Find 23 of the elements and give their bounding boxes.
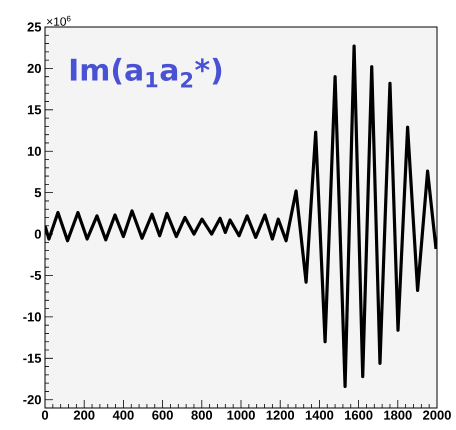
x-tick-label: 1400 bbox=[306, 410, 334, 420]
x-tick-label: 0 bbox=[42, 410, 48, 420]
text: Im(a$_{1}$a$_{2}$*) bbox=[70, 58, 222, 88]
x-tick-label: 800 bbox=[191, 410, 212, 420]
x-tick-label: 400 bbox=[112, 410, 134, 420]
y-tick-label: 5 bbox=[34, 188, 42, 198]
y-tick-label: -10 bbox=[23, 312, 41, 322]
x-tick-label: 1800 bbox=[384, 410, 412, 420]
y-tick-label: 10 bbox=[28, 146, 41, 156]
y-tick-label: -20 bbox=[23, 395, 41, 404]
x-tick-label: 200 bbox=[74, 410, 94, 420]
text: ×10$^{6}$ bbox=[47, 16, 71, 26]
y-tick-label: -5 bbox=[30, 270, 42, 280]
y-tick-label: 0 bbox=[34, 229, 41, 239]
x-tick-label: 600 bbox=[152, 410, 173, 420]
y-tick-label: 15 bbox=[28, 105, 42, 114]
y-tick-label: -15 bbox=[23, 354, 42, 363]
x-tick-label: 1600 bbox=[345, 410, 372, 420]
y-tick-label: 25 bbox=[28, 22, 42, 32]
x-tick-label: 1000 bbox=[227, 410, 255, 420]
x-tick-label: 1200 bbox=[266, 410, 294, 420]
y-tick-label: 20 bbox=[28, 64, 41, 73]
x-tick-label: 2000 bbox=[423, 410, 451, 420]
